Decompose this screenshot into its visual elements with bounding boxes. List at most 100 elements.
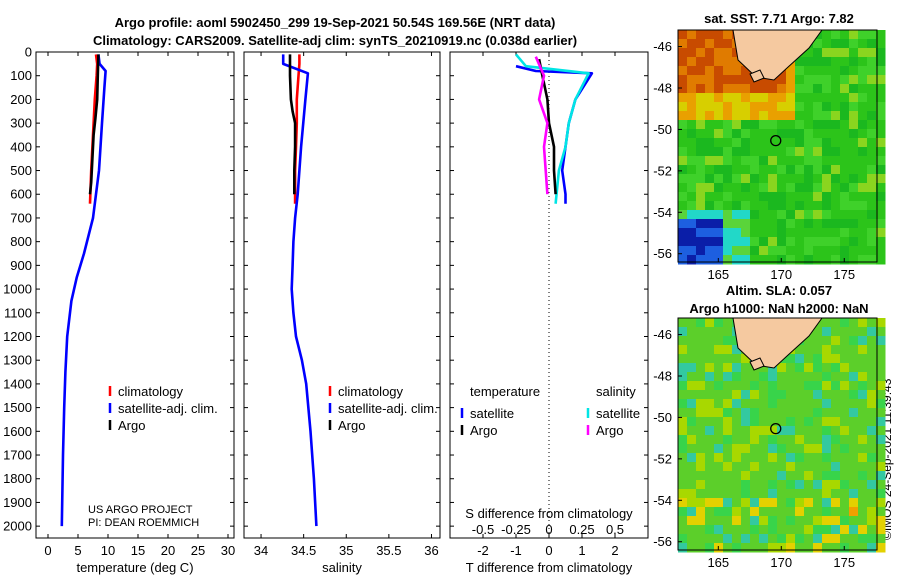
sla-map-cell — [750, 534, 760, 544]
sla-map-cell — [732, 417, 742, 427]
sla-map-cell — [678, 507, 688, 517]
sla-map-cell — [795, 444, 805, 454]
sla-map-cell — [876, 399, 886, 409]
sst-map-cell — [741, 228, 751, 238]
sla-map-cell — [768, 507, 778, 517]
lat-tick-label: -48 — [653, 81, 672, 96]
temperature-xtick-label: 25 — [191, 543, 205, 558]
sst-map-cell — [786, 93, 796, 103]
sla-map-cell — [858, 435, 868, 445]
sst-map-cell — [705, 138, 715, 148]
sla-map-cell — [876, 462, 886, 472]
sst-map-cell — [768, 219, 778, 229]
sst-map-cell — [777, 111, 787, 121]
y-tick-label: 2000 — [3, 519, 32, 534]
sla-map-cell — [795, 534, 805, 544]
sla-map-cell — [696, 462, 706, 472]
sla-map-cell — [849, 399, 859, 409]
sla-map-cell — [858, 354, 868, 364]
sla-map-cell — [849, 453, 859, 463]
sst-map-cell — [741, 84, 751, 94]
sst-map-cell — [759, 75, 769, 85]
difference-xtick-label: 2 — [611, 543, 618, 558]
sla-map-cell — [831, 471, 841, 481]
sla-map-cell — [822, 336, 832, 346]
sla-map-cell — [831, 444, 841, 454]
sla-map-cell — [768, 480, 778, 490]
sla-map-cell — [759, 453, 769, 463]
sst-map-cell — [687, 219, 697, 229]
sla-map-cell — [777, 381, 787, 391]
sla-map-cell — [732, 453, 742, 463]
lat-tick-label: -54 — [653, 493, 672, 508]
sla-map-cell — [723, 327, 733, 337]
sst-map-cell — [768, 147, 778, 157]
sla-map-cell — [822, 327, 832, 337]
sla-map-cell — [714, 381, 724, 391]
sst-map-cell — [705, 120, 715, 130]
sla-map-cell — [768, 435, 778, 445]
sla-map-cell — [732, 489, 742, 499]
sla-map-cell — [840, 498, 850, 508]
sla-map-cell — [858, 525, 868, 535]
sst-map-cell — [687, 84, 697, 94]
sla-map-cell — [768, 426, 778, 436]
sst-map-cell — [876, 156, 886, 166]
sla-map-cell — [714, 534, 724, 544]
sst-map-cell — [696, 138, 706, 148]
sla-map-cell — [741, 516, 751, 526]
sla-map-cell — [867, 507, 877, 517]
sst-map-cell — [714, 147, 724, 157]
sst-map-cell — [858, 165, 868, 175]
sla-map-cell — [813, 543, 823, 553]
sst-map-cell — [822, 156, 832, 166]
sst-map-cell — [759, 246, 769, 256]
sla-map-cell — [723, 399, 733, 409]
sst-map-cell — [723, 165, 733, 175]
sst-map-cell — [777, 120, 787, 130]
sst-map-cell — [858, 120, 868, 130]
sla-map-cell — [705, 435, 715, 445]
sla-map-cell — [696, 354, 706, 364]
sst-map-cell — [858, 174, 868, 184]
sla-map-cell — [705, 480, 715, 490]
sst-map-cell — [678, 192, 688, 202]
sla-map-cell — [750, 462, 760, 472]
sla-map-cell — [696, 498, 706, 508]
sst-map-cell — [813, 75, 823, 85]
sla-map-cell — [687, 426, 697, 436]
sst-map-cell — [804, 255, 814, 265]
sst-map-cell — [732, 93, 742, 103]
sst-map-cell — [759, 183, 769, 193]
sla-map-cell — [732, 534, 742, 544]
sst-map-cell — [867, 183, 877, 193]
sst-map-cell — [678, 75, 688, 85]
sst-map-cell — [687, 192, 697, 202]
sst-map-cell — [849, 147, 859, 157]
sst-map-cell — [705, 201, 715, 211]
sst-map-cell — [714, 192, 724, 202]
sla-map-cell — [813, 435, 823, 445]
sla-map-cell — [750, 417, 760, 427]
sla-map-cell — [786, 399, 796, 409]
sst-map-cell — [687, 246, 697, 256]
sst-map-cell — [714, 66, 724, 76]
sla-map-cell — [678, 462, 688, 472]
sla-map-cell — [786, 516, 796, 526]
difference-xtick-label: 1 — [578, 543, 585, 558]
salinity-xtick-label: 35.5 — [376, 543, 401, 558]
sla-map-cell — [768, 417, 778, 427]
sla-map-cell — [840, 372, 850, 382]
sla-map-cell — [822, 516, 832, 526]
sla-map-cell — [795, 480, 805, 490]
sst-map-cell — [732, 147, 742, 157]
sst-map-cell — [786, 201, 796, 211]
sst-map-cell — [714, 210, 724, 220]
sst-map-cell — [876, 84, 886, 94]
sst-map-cell — [849, 57, 859, 67]
sst-map-cell — [696, 57, 706, 67]
sla-map-cell — [813, 498, 823, 508]
sla-map-cell — [786, 390, 796, 400]
sla-map-cell — [840, 390, 850, 400]
sst-map-cell — [831, 210, 841, 220]
